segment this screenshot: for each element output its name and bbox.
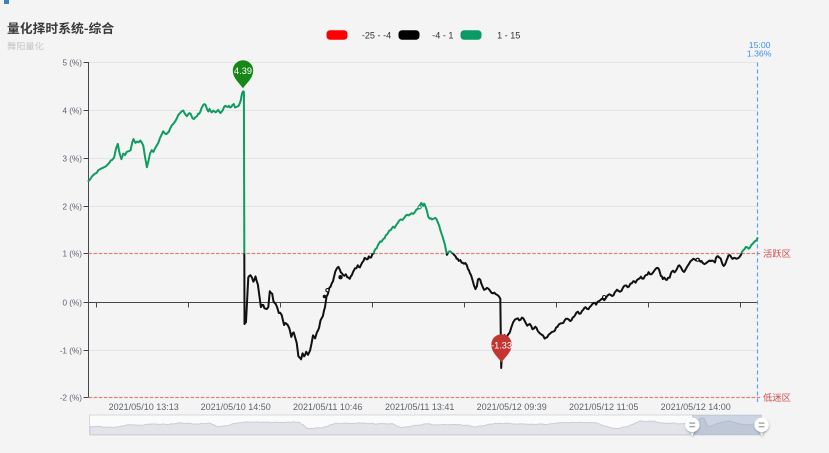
svg-text:0 (%): 0 (%) <box>62 298 82 307</box>
svg-text:2 (%): 2 (%) <box>62 202 82 211</box>
svg-text:2021/05/12 09:39: 2021/05/12 09:39 <box>477 402 547 412</box>
svg-text:3 (%): 3 (%) <box>62 154 82 163</box>
svg-text:5 (%): 5 (%) <box>62 58 82 67</box>
svg-text:4.39: 4.39 <box>234 66 252 76</box>
svg-text:2021/05/10 14:50: 2021/05/10 14:50 <box>201 402 271 412</box>
svg-text:4 (%): 4 (%) <box>62 106 82 115</box>
svg-text:2021/05/12 11:05: 2021/05/12 11:05 <box>569 402 638 412</box>
svg-text:2021/05/10 13:13: 2021/05/10 13:13 <box>109 402 179 412</box>
svg-text:2021/05/11 13:41: 2021/05/11 13:41 <box>385 402 454 412</box>
svg-text:-25 - -4: -25 - -4 <box>362 30 391 40</box>
svg-text:1 - 15: 1 - 15 <box>497 30 520 40</box>
svg-text:2021/05/11 10:46: 2021/05/11 10:46 <box>293 402 362 412</box>
svg-text:1 (%): 1 (%) <box>62 249 82 258</box>
svg-text:-2 (%): -2 (%) <box>60 393 83 402</box>
svg-text:-1.33: -1.33 <box>491 340 512 350</box>
svg-text:1.36%: 1.36% <box>747 48 772 58</box>
svg-text:-4 - 1: -4 - 1 <box>432 30 453 40</box>
svg-text:2021/05/12 14:00: 2021/05/12 14:00 <box>661 402 731 412</box>
svg-text:15:00: 15:00 <box>749 40 771 50</box>
svg-text:-1 (%): -1 (%) <box>60 346 83 355</box>
